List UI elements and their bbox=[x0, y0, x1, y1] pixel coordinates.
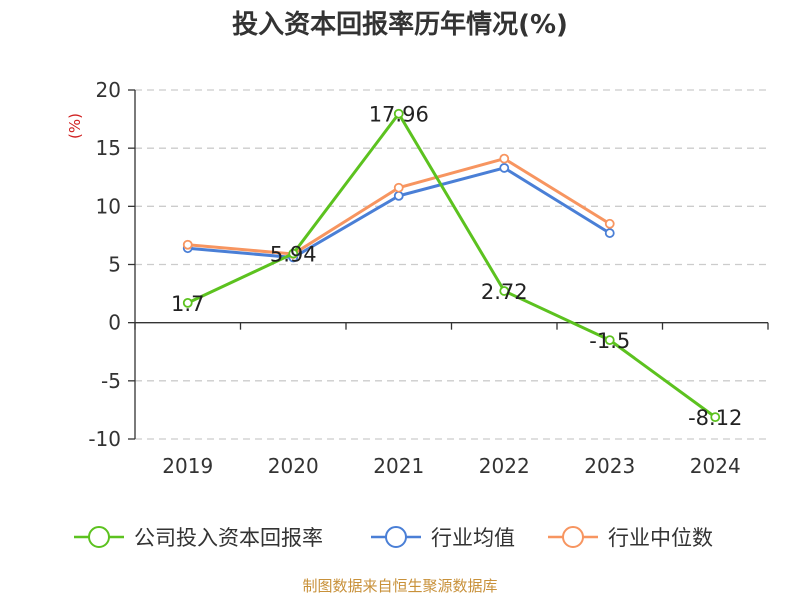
data-label: 2.72 bbox=[481, 280, 528, 304]
y-tick-label: -5 bbox=[101, 369, 121, 393]
legend: 公司投入资本回报率 行业均值 行业中位数 bbox=[74, 526, 713, 550]
axes: 2019 2020 2021 2022 2023 2024 bbox=[134, 90, 769, 478]
data-labels: 1.7 5.94 17.96 2.72 -1.5 -8.12 bbox=[171, 103, 742, 430]
data-point[interactable] bbox=[499, 163, 510, 173]
series-line bbox=[187, 112, 717, 419]
legend-swatch-marker bbox=[562, 526, 584, 548]
y-tick-label: 10 bbox=[96, 194, 121, 218]
data-point[interactable] bbox=[604, 218, 615, 229]
data-point[interactable] bbox=[393, 190, 404, 201]
grid-lines: 20 15 10 5 0 -5 -10 bbox=[88, 78, 768, 451]
x-tick-label: 2023 bbox=[584, 454, 635, 478]
data-label: -8.12 bbox=[688, 406, 742, 430]
x-tick-label: 2022 bbox=[479, 454, 530, 478]
y-tick-label: 5 bbox=[108, 253, 121, 277]
legend-swatch-marker bbox=[88, 526, 110, 548]
legend-label[interactable]: 行业均值 bbox=[431, 526, 515, 550]
data-point[interactable] bbox=[499, 153, 510, 164]
x-tick-label: 2020 bbox=[268, 454, 319, 478]
y-tick-label: 15 bbox=[96, 136, 121, 160]
y-tick-label: 20 bbox=[96, 78, 121, 102]
data-point[interactable] bbox=[499, 286, 510, 296]
data-point[interactable] bbox=[393, 108, 404, 119]
data-point[interactable] bbox=[288, 248, 299, 259]
y-axis-label: (%) bbox=[66, 113, 84, 139]
legend-swatch-marker bbox=[385, 526, 407, 548]
x-tick-label: 2021 bbox=[373, 454, 424, 478]
data-label: 1.7 bbox=[171, 292, 204, 316]
series-line bbox=[187, 166, 611, 260]
x-tick-label: 2019 bbox=[162, 454, 213, 478]
chart-title: 投入资本回报率历年情况(%) bbox=[232, 9, 568, 40]
data-point[interactable] bbox=[604, 335, 615, 346]
data-point[interactable] bbox=[393, 182, 404, 193]
data-point[interactable] bbox=[710, 412, 721, 423]
data-label: -1.5 bbox=[589, 329, 630, 353]
y-tick-label: 0 bbox=[108, 311, 121, 335]
data-label: 17.96 bbox=[369, 103, 429, 127]
data-label: 5.94 bbox=[270, 243, 317, 267]
legend-label[interactable]: 公司投入资本回报率 bbox=[134, 526, 323, 550]
data-point[interactable] bbox=[604, 228, 615, 238]
series-group bbox=[182, 108, 721, 423]
source-note: 制图数据来自恒生聚源数据库 bbox=[302, 577, 497, 595]
x-tick-label: 2024 bbox=[690, 454, 741, 478]
y-tick-label: -10 bbox=[88, 427, 121, 451]
data-point[interactable] bbox=[182, 297, 193, 308]
data-point[interactable] bbox=[182, 239, 193, 250]
legend-label[interactable]: 行业中位数 bbox=[608, 526, 713, 550]
